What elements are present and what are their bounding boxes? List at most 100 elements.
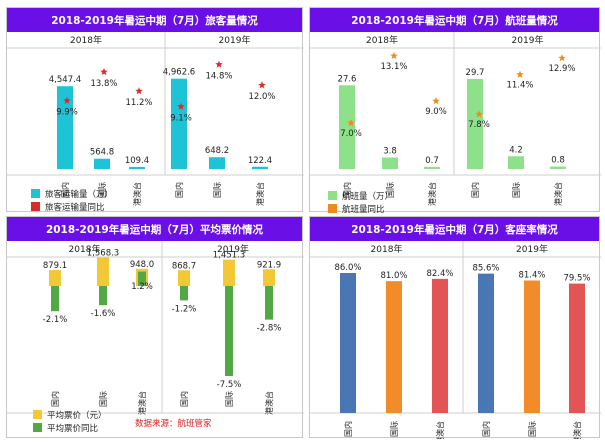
passenger-bar bbox=[57, 86, 73, 169]
category-label: 港澳台 bbox=[137, 391, 147, 415]
flight-bar bbox=[508, 156, 524, 169]
growth-value-label: 13.1% bbox=[380, 62, 407, 72]
price-panel: 2018-2019年暑运中期（7月）平均票价情况 2018年 2019年 879.1… bbox=[6, 216, 304, 438]
year-label: 2018年 bbox=[70, 34, 102, 46]
price-change-bar bbox=[265, 286, 273, 320]
legend-flights-label: 航班量（万） bbox=[342, 191, 393, 202]
flight-chart: 2018年 2019年 27.6 7.0% 国内 3.8 13.1% 国际 0.7 9.0% 港澳台… bbox=[310, 32, 601, 213]
loadfactor-panel-title: 2018-2019年暑运中期（7月）客座率情况 bbox=[310, 217, 599, 241]
category-label: 国际 bbox=[512, 182, 521, 198]
category-label: 国际 bbox=[213, 182, 222, 198]
year-label: 2018年 bbox=[371, 243, 403, 255]
growth-value-label: 9.0% bbox=[425, 107, 447, 117]
growth-star bbox=[347, 119, 355, 127]
growth-star bbox=[177, 102, 185, 110]
legend-price-swatch bbox=[33, 410, 42, 419]
price-change-label: -7.5% bbox=[217, 380, 242, 390]
price-value-label: 948.0 bbox=[130, 260, 154, 270]
year-label: 2019年 bbox=[516, 243, 548, 255]
growth-value-label: 9.9% bbox=[56, 108, 78, 118]
growth-value-label: 7.0% bbox=[340, 129, 362, 139]
source-note: 数据来源：航班管家 bbox=[135, 419, 212, 429]
flight-panel-title: 2018-2019年暑运中期（7月）航班量情况 bbox=[310, 8, 599, 32]
legend-flights-swatch bbox=[328, 191, 337, 200]
growth-value-label: 12.0% bbox=[248, 92, 275, 102]
year-label: 2019年 bbox=[219, 34, 251, 46]
passenger-bar bbox=[171, 78, 187, 169]
load-factor-label: 81.4% bbox=[518, 270, 545, 280]
category-label: 国际 bbox=[386, 182, 395, 198]
load-factor-bar bbox=[569, 283, 585, 413]
growth-star bbox=[516, 70, 524, 78]
category-label: 港澳台 bbox=[132, 182, 142, 206]
category-label: 国内 bbox=[179, 391, 189, 407]
price-change-label: -2.1% bbox=[43, 315, 68, 325]
flight-bar bbox=[339, 85, 355, 169]
growth-star bbox=[100, 67, 108, 76]
price-change-bar bbox=[225, 286, 233, 376]
growth-star bbox=[475, 110, 483, 118]
load-factor-bar bbox=[340, 273, 356, 413]
flight-bar bbox=[467, 78, 483, 169]
category-label: 国内 bbox=[174, 182, 184, 198]
legend-flight-growth-swatch bbox=[328, 204, 337, 213]
price-change-label: -1.2% bbox=[172, 304, 197, 314]
year-label: 2019年 bbox=[512, 34, 544, 46]
price-value-label: 868.7 bbox=[172, 261, 196, 271]
price-change-label: -1.6% bbox=[91, 309, 116, 319]
passenger-value-label: 4,962.6 bbox=[163, 68, 195, 78]
load-factor-label: 85.6% bbox=[472, 264, 499, 274]
growth-value-label: 11.2% bbox=[125, 98, 152, 108]
flight-bar bbox=[382, 157, 398, 169]
legend-flight-growth-label: 航班量同比 bbox=[342, 204, 385, 213]
category-label: 国际 bbox=[225, 391, 234, 407]
category-label: 国内 bbox=[60, 182, 70, 198]
price-change-label: 1.2% bbox=[131, 282, 153, 292]
load-factor-bar bbox=[432, 278, 448, 413]
category-label: 国际 bbox=[98, 182, 107, 198]
price-value-label: 1,568.3 bbox=[87, 249, 119, 259]
growth-star bbox=[258, 81, 266, 89]
price-bar bbox=[49, 270, 61, 286]
load-factor-bar bbox=[386, 281, 402, 413]
loadfactor-panel: 2018-2019年暑运中期（7月）客座率情况 2018年 2019年 86.0% 国… bbox=[309, 216, 601, 439]
growth-star bbox=[215, 60, 223, 68]
category-label: 港澳台 bbox=[264, 391, 274, 415]
price-bar bbox=[223, 259, 235, 286]
category-label: 港澳台 bbox=[435, 421, 445, 439]
load-factor-label: 81.0% bbox=[380, 271, 407, 281]
price-value-label: 921.9 bbox=[257, 260, 281, 270]
passenger-value-label: 122.4 bbox=[248, 156, 272, 166]
growth-value-label: 11.4% bbox=[506, 81, 533, 91]
category-label: 港澳台 bbox=[255, 182, 265, 206]
price-bar bbox=[178, 270, 190, 286]
load-factor-label: 82.4% bbox=[426, 269, 453, 279]
year-label: 2018年 bbox=[69, 243, 101, 255]
category-label: 国际 bbox=[528, 421, 537, 437]
category-label: 港澳台 bbox=[553, 182, 563, 206]
category-label: 国内 bbox=[50, 391, 60, 407]
growth-value-label: 7.8% bbox=[468, 120, 490, 130]
growth-star bbox=[432, 97, 440, 105]
passenger-value-label: 648.2 bbox=[205, 146, 229, 156]
passenger-panel: 2018-2019年暑运中期（7月）旅客量情况 2018年 2019年 4,547.… bbox=[6, 7, 304, 213]
passenger-value-label: 4,547.4 bbox=[49, 75, 81, 85]
growth-star bbox=[390, 51, 398, 60]
legend-passenger-growth-swatch bbox=[31, 202, 40, 211]
price-change-label: -2.8% bbox=[257, 324, 282, 334]
growth-value-label: 14.8% bbox=[205, 71, 232, 81]
price-change-bar bbox=[51, 286, 59, 312]
category-label: 港澳台 bbox=[572, 421, 582, 439]
flight-panel: 2018-2019年暑运中期（7月）航班量情况 2018年 2019年 27.6 7.… bbox=[309, 7, 601, 213]
flight-value-label: 27.6 bbox=[338, 74, 357, 84]
passenger-bar bbox=[94, 158, 110, 169]
legend-passenger-growth-label: 旅客运输量同比 bbox=[45, 202, 105, 213]
legend-price-change-label: 平均票价同比 bbox=[47, 423, 98, 434]
flight-value-label: 4.2 bbox=[509, 145, 523, 155]
flight-value-label: 29.7 bbox=[466, 68, 485, 78]
passenger-panel-title: 2018-2019年暑运中期（7月）旅客量情况 bbox=[7, 8, 302, 32]
passenger-value-label: 564.8 bbox=[90, 148, 114, 158]
price-change-bar bbox=[99, 286, 107, 306]
flight-value-label: 0.7 bbox=[425, 156, 439, 166]
year-label: 2019年 bbox=[217, 243, 249, 255]
